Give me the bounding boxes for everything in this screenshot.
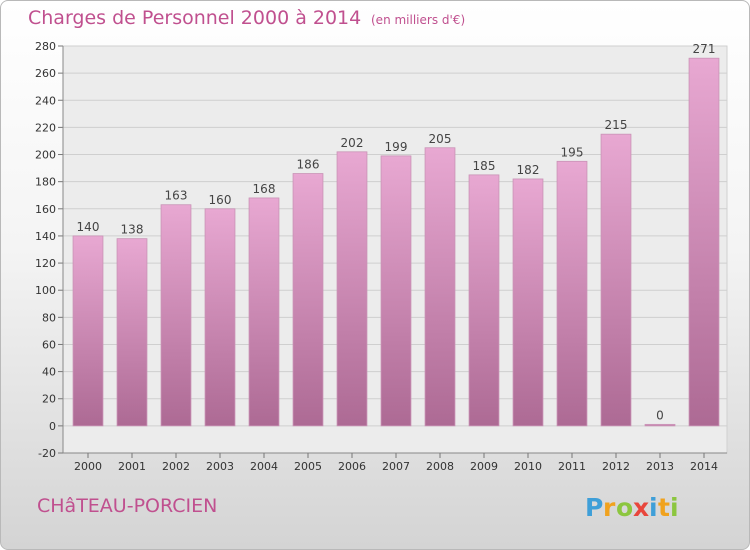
y-tick-label: 80 [42, 311, 56, 324]
y-tick-label: 280 [35, 40, 56, 53]
y-tick-label: 60 [42, 338, 56, 351]
x-tick-label: 2002 [162, 460, 190, 473]
data-label: 186 [297, 158, 320, 172]
y-tick-label: 220 [35, 121, 56, 134]
bar [336, 151, 368, 427]
data-label: 215 [605, 118, 628, 132]
svg-text:t: t [658, 493, 670, 522]
x-tick-label: 2003 [206, 460, 234, 473]
bar [248, 197, 280, 427]
bar [292, 173, 324, 427]
bar [72, 235, 104, 427]
y-tick-label: 140 [35, 230, 56, 243]
svg-text:i: i [649, 493, 658, 522]
data-label: 182 [517, 163, 540, 177]
y-tick-label: 200 [35, 149, 56, 162]
x-tick-label: 2014 [690, 460, 718, 473]
data-label: 199 [385, 140, 408, 154]
bar [380, 155, 412, 427]
x-axis: 2000 2001 2002 2003 2004 2005 2006 2007 2008 2009… [63, 452, 727, 473]
x-tick-label: 2001 [118, 460, 146, 473]
data-label: 163 [165, 189, 188, 203]
x-tick-label: 2008 [426, 460, 454, 473]
place-name: CHâTEAU-PORCIEN [37, 495, 218, 517]
bar [512, 178, 544, 427]
bar [600, 133, 632, 427]
y-tick-label: 20 [42, 393, 56, 406]
x-tick-label: 2005 [294, 460, 322, 473]
bar [556, 160, 588, 427]
x-tick-label: 2010 [514, 460, 542, 473]
data-label: 195 [561, 145, 584, 159]
svg-text:P: P [585, 493, 603, 522]
data-label: 138 [121, 223, 144, 237]
bar [468, 174, 500, 427]
svg-text:r: r [603, 493, 616, 522]
data-label: 205 [429, 132, 452, 146]
y-tick-label: 120 [35, 257, 56, 270]
proxiti-logo: P r o x i t i [585, 493, 679, 522]
svg-text:x: x [633, 493, 649, 522]
y-tick-label: 160 [35, 203, 56, 216]
x-tick-label: 2007 [382, 460, 410, 473]
data-label: 140 [77, 220, 100, 234]
x-tick-label: 2006 [338, 460, 366, 473]
data-label: 168 [253, 182, 276, 196]
bar [688, 57, 720, 427]
x-tick-label: 2000 [74, 460, 102, 473]
bar [116, 238, 148, 427]
x-tick-label: 2004 [250, 460, 278, 473]
y-tick-label: 100 [35, 284, 56, 297]
y-tick-label: 240 [35, 94, 56, 107]
bar [160, 204, 192, 427]
x-tick-label: 2012 [602, 460, 630, 473]
bar [424, 147, 456, 427]
value-labels: 140 138 163 160 168 186 202 199 205 185 182 195 215 0… [77, 42, 716, 422]
y-tick-label: 0 [49, 420, 56, 433]
data-label: 271 [693, 42, 716, 56]
y-tick-label: 40 [42, 366, 56, 379]
y-tick-label: -20 [38, 447, 56, 460]
bar [204, 208, 236, 427]
x-tick-label: 2013 [646, 460, 674, 473]
bars [72, 57, 720, 427]
bar [644, 423, 676, 427]
x-tick-label: 2009 [470, 460, 498, 473]
chart-title: Charges de Personnel 2000 à 2014 [28, 7, 362, 29]
data-label: 185 [473, 159, 496, 173]
data-label: 160 [209, 193, 232, 207]
y-tick-label: 260 [35, 67, 56, 80]
y-axis: -20 0 20 40 60 80 100 120 140 160 180 200 220 240 260 2… [35, 40, 64, 460]
data-label: 202 [341, 136, 364, 150]
svg-text:o: o [616, 493, 633, 522]
chart-subtitle: (en milliers d'€) [371, 13, 466, 27]
data-label: 0 [656, 408, 664, 422]
x-tick-label: 2011 [558, 460, 586, 473]
svg-text:i: i [670, 493, 679, 522]
y-tick-label: 180 [35, 176, 56, 189]
